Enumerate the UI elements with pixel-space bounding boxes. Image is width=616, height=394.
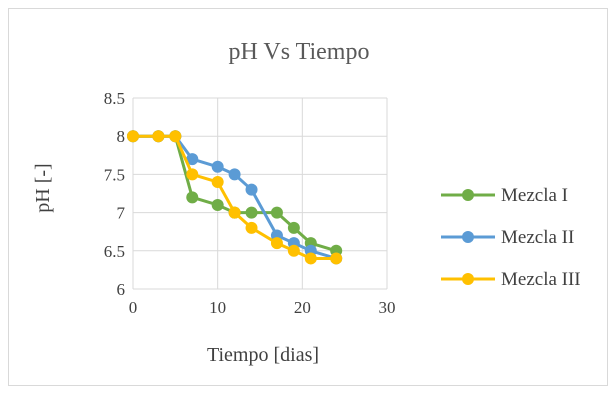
line-chart: pH Vs Tiempo 6 6.5 7 7.5 8 8.5 0 10 20 30 Mezcla … [32,39,581,366]
data-point [287,221,300,234]
data-point [211,198,224,211]
data-point [152,130,165,143]
y-tick-label: 8.5 [104,89,125,108]
data-point [228,206,241,219]
data-point [127,130,139,143]
data-point [330,252,343,265]
y-tick-label: 7.5 [104,165,125,184]
x-tick-label: 0 [129,298,138,317]
legend-label: Mezcla III [501,269,581,290]
x-tick-label: 20 [294,298,311,317]
series-group [127,130,343,265]
data-point [211,160,224,173]
legend-marker [462,189,474,201]
data-point [211,176,224,189]
data-point [245,221,258,234]
data-point [304,252,317,265]
data-point [228,168,241,181]
series-line [133,134,337,253]
legend-label: Mezcla I [501,185,568,206]
chart-title: pH Vs Tiempo [229,39,370,65]
x-tick-label: 10 [209,298,226,317]
y-tick-label: 7 [117,204,126,223]
y-axis-title: pH [-] [32,163,54,212]
data-point [245,183,258,196]
data-point [270,206,283,219]
data-point [270,237,283,250]
legend-label: Mezcla II [501,227,574,248]
axes: 6 6.5 7 7.5 8 8.5 0 10 20 30 [104,89,396,317]
gridlines [132,97,388,290]
data-point [169,130,182,143]
y-tick-label: 6 [117,280,126,299]
y-tick-label: 8 [117,127,126,146]
data-point [186,153,199,166]
x-axis-title: Tiempo [dias] [207,344,319,366]
chart-area: pH Vs Tiempo 6 6.5 7 7.5 8 8.5 0 10 20 30 Mezcla … [8,8,608,386]
x-tick-label: 30 [379,298,396,317]
legend: Mezcla I Mezcla II Mezcla III [441,185,581,290]
data-point [287,244,300,257]
data-point [186,168,199,181]
y-tick-label: 6.5 [104,242,125,261]
data-point [245,206,258,219]
legend-marker [462,273,474,285]
data-point [186,191,199,204]
legend-marker [462,231,474,243]
